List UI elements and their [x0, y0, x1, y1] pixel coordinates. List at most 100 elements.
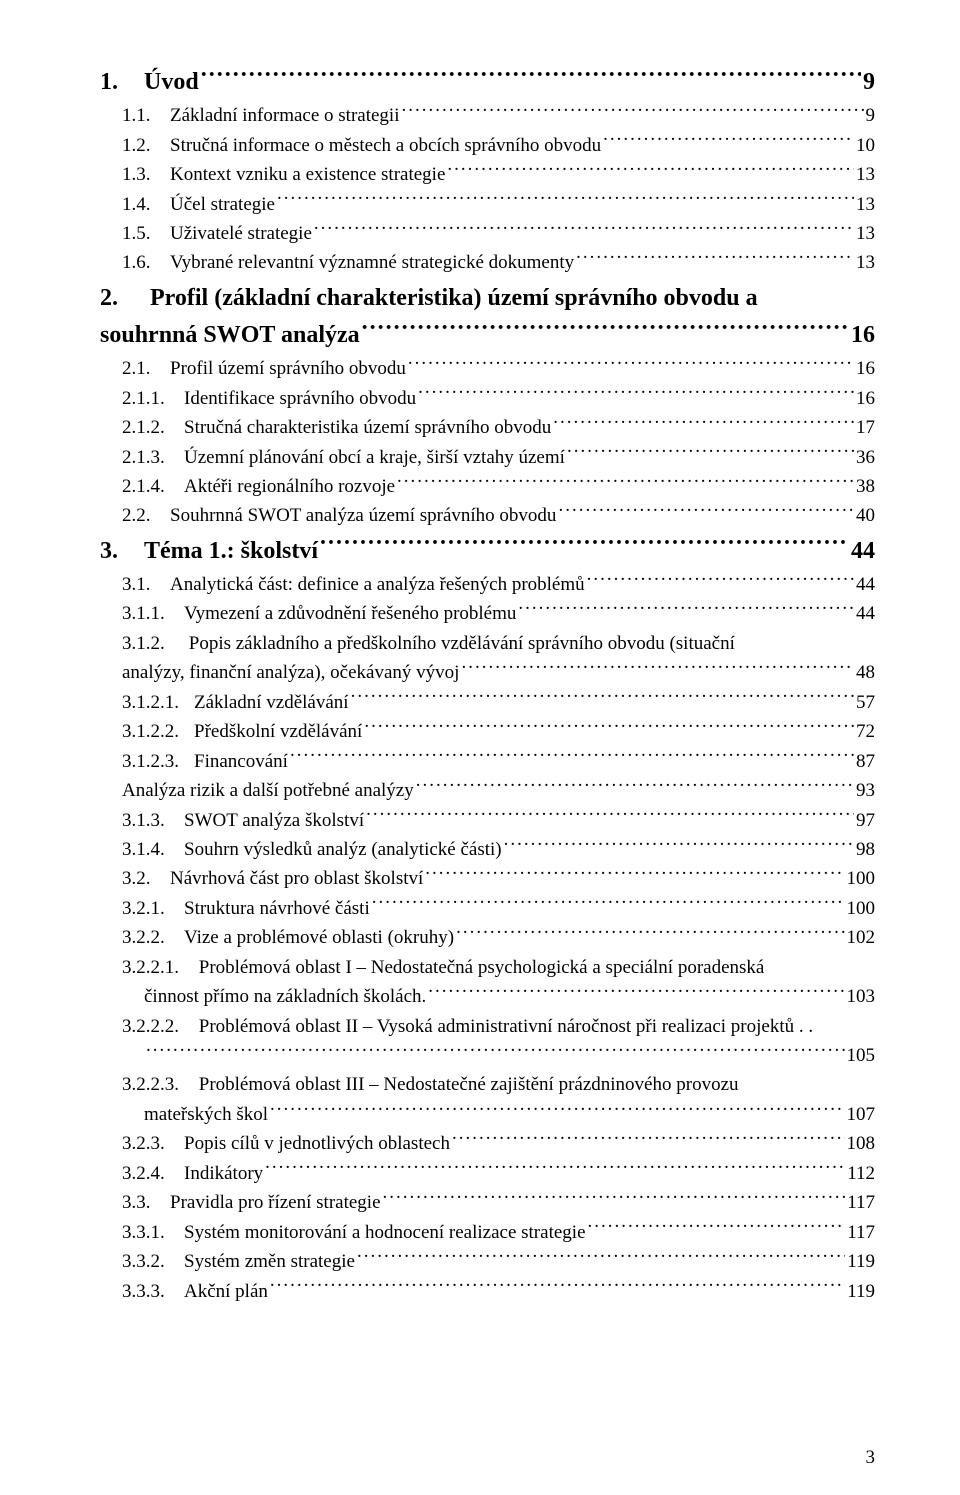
document-page: 1.Úvod91.1.Základní informace o strategi… [0, 0, 960, 1495]
toc-entry-title: Popis cílů v jednotlivých oblastech [184, 1129, 450, 1158]
toc-entry-number: 1.5. [122, 219, 170, 248]
toc-leader-dots [603, 132, 854, 151]
toc-entry-number: 3.2.1. [122, 894, 184, 923]
toc-entry-title: Systém monitorování a hodnocení realizac… [184, 1218, 586, 1247]
toc-entry-page: 13 [856, 190, 875, 219]
toc-entry-number: 3.1. [122, 570, 170, 599]
toc-entry-page: 10 [856, 131, 875, 160]
toc-leader-dots [588, 1219, 846, 1238]
toc-entry-number: 3.2.2. [122, 923, 184, 952]
toc-entry-title: Uživatelé strategie [170, 219, 312, 248]
toc-entry-number: 1. [100, 64, 144, 101]
toc-entry: 3.2.Návrhová část pro oblast školství100 [122, 864, 875, 893]
toc-entry: 2. Profil (základní charakteristika) úze… [100, 280, 875, 354]
toc-entry-number: 2.1.2. [122, 413, 184, 442]
toc-entry-page: 97 [856, 806, 875, 835]
toc-entry-page: 93 [856, 776, 875, 805]
toc-entry: 1.4.Účel strategie13 [122, 190, 875, 219]
toc-entry: Analýza rizik a další potřebné analýzy93 [122, 776, 875, 805]
toc-entry-title: Základní informace o strategii [170, 101, 400, 130]
toc-entry: 3.3.3.Akční plán119 [122, 1277, 875, 1306]
toc-entry: 3.2.2.2. Problémová oblast II – Vysoká a… [122, 1012, 875, 1071]
toc-entry-page: 117 [847, 1188, 875, 1217]
toc-leader-dots [553, 414, 854, 433]
toc-leader-dots [383, 1189, 846, 1208]
toc-entry-page: 17 [856, 413, 875, 442]
toc-leader-dots [351, 689, 854, 708]
toc-leader-dots [277, 191, 854, 210]
toc-entry-title: Stručná charakteristika území správního … [184, 413, 551, 442]
toc-entry-page: 108 [847, 1129, 876, 1158]
toc-entry-page: 16 [851, 317, 875, 354]
toc-entry-title-cont: mateřských škol [144, 1100, 268, 1129]
toc-leader-dots [402, 102, 864, 121]
toc-entry: 3.2.1.Struktura návrhové části 100 [122, 894, 875, 923]
toc-entry: 3.1.1.Vymezení a zdůvodnění řešeného pro… [122, 599, 875, 628]
toc-entry-page: 100 [847, 894, 876, 923]
toc-leader-dots [452, 1130, 845, 1149]
toc-entry-title: Aktéři regionálního rozvoje [184, 472, 395, 501]
toc-entry-number: 2.1.4. [122, 472, 184, 501]
toc-entry: 2.1.1.Identifikace správního obvodu16 [122, 384, 875, 413]
toc-leader-dots [364, 718, 854, 737]
toc-leader-dots [461, 659, 854, 678]
toc-entry: 3.1.2.3.Financování87 [122, 747, 875, 776]
toc-entry-title: Analytická část: definice a analýza řeše… [170, 570, 585, 599]
toc-leader-dots [416, 777, 854, 796]
toc-entry-page: 16 [856, 354, 875, 383]
toc-entry: 1.3.Kontext vzniku a existence strategie… [122, 160, 875, 189]
toc-leader-dots [456, 924, 844, 943]
toc-entry-page: 36 [856, 443, 875, 472]
toc-entry-page: 13 [856, 248, 875, 277]
toc-entry: 2.1.2.Stručná charakteristika území sprá… [122, 413, 875, 442]
toc-entry-title: SWOT analýza školství [184, 806, 364, 835]
toc-entry-title-cont: činnost přímo na základních školách. [144, 982, 426, 1011]
toc-entry-number: 3.2.2.2. [122, 1012, 194, 1041]
toc-entry-page: 16 [856, 384, 875, 413]
toc-entry-page: 98 [856, 835, 875, 864]
toc-entry-number: 3.2.4. [122, 1159, 184, 1188]
toc-entry-number: 2.2. [122, 501, 170, 530]
toc-entry-page: 38 [856, 472, 875, 501]
toc-entry-page: 119 [847, 1247, 875, 1276]
toc-leader-dots [587, 571, 854, 590]
toc-entry: 3.Téma 1.: školství44 [100, 533, 875, 570]
toc-entry-number: 3.3.3. [122, 1277, 184, 1306]
toc-leader-dots [201, 65, 861, 89]
toc-entry-title: Struktura návrhové části [184, 894, 370, 923]
toc-entry: 3.2.2.1. Problémová oblast I – Nedostate… [122, 953, 875, 1012]
toc-entry-page: 107 [847, 1100, 876, 1129]
toc-leader-dots [576, 249, 854, 268]
toc-entry-page: 102 [847, 923, 876, 952]
toc-entry-number: 1.2. [122, 131, 170, 160]
toc-leader-dots [372, 895, 845, 914]
toc-leader-dots [290, 748, 854, 767]
toc-entry-title: Téma 1.: školství [144, 533, 318, 570]
toc-leader-dots [366, 807, 854, 826]
toc-entry-page: 112 [847, 1159, 875, 1188]
toc-entry-page: 103 [847, 982, 876, 1011]
toc-entry-number: 3.3. [122, 1188, 170, 1217]
toc-entry-title-cont: analýzy, finanční analýza), očekávaný vý… [122, 658, 459, 687]
toc-leader-dots [270, 1101, 844, 1120]
toc-entry-number: 2.1.1. [122, 384, 184, 413]
toc-entry: 1.6.Vybrané relevantní významné strategi… [122, 248, 875, 277]
toc-entry-title: Vybrané relevantní významné strategické … [170, 248, 574, 277]
toc-entry-number: 1.4. [122, 190, 170, 219]
toc-entry-number: 1.6. [122, 248, 170, 277]
toc-entry-title: Profil území správního obvodu [170, 354, 406, 383]
toc-leader-dots [265, 1160, 845, 1179]
toc-entry-number: 3.1.2.2. [122, 717, 194, 746]
toc-entry-title: Návrhová část pro oblast školství [170, 864, 423, 893]
toc-entry: 2.2.Souhrnná SWOT analýza území správníh… [122, 501, 875, 530]
toc-entry-number: 3.1.4. [122, 835, 184, 864]
toc-entry: 1.2.Stručná informace o městech a obcích… [122, 131, 875, 160]
toc-entry: 2.1.3.Územní plánování obcí a kraje, šir… [122, 443, 875, 472]
toc-leader-dots [146, 1042, 845, 1061]
toc-leader-dots [357, 1248, 845, 1267]
toc-entry-number: 1.1. [122, 101, 170, 130]
toc-entry-number: 3.2.2.1. [122, 953, 194, 982]
toc-entry-title: Indikátory [184, 1159, 263, 1188]
toc-entry-page: 40 [856, 501, 875, 530]
toc-entry-page: 105 [847, 1041, 876, 1070]
